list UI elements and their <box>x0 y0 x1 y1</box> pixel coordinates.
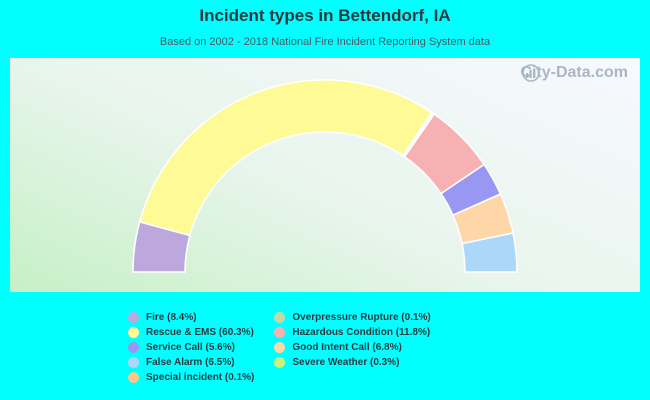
legend-swatch <box>128 326 139 338</box>
legend-swatch <box>274 341 286 353</box>
legend-label: Hazardous Condition (11.8%) <box>292 326 431 338</box>
plot-area: City-Data.com <box>10 58 640 292</box>
legend-label: Special incident (0.1%) <box>146 371 255 383</box>
legend-label: Rescue & EMS (60.3%) <box>146 326 254 338</box>
watermark: City-Data.com <box>520 64 628 82</box>
chart-title: Incident types in Bettendorf, IA <box>199 6 451 25</box>
legend-label: Severe Weather (0.3%) <box>292 356 400 368</box>
legend-swatch <box>274 326 286 338</box>
legend-item: Hazardous Condition (11.8%) <box>274 325 430 339</box>
legend-label: Service Call (5.6%) <box>146 341 235 353</box>
legend-swatch <box>274 311 286 323</box>
legend-column-right: Overpressure Rupture (0.1%) Hazardous Con… <box>274 310 431 384</box>
slice-false-alarm <box>461 232 518 273</box>
legend-item: Severe Weather (0.3%) <box>274 355 430 369</box>
legend-swatch <box>128 341 139 353</box>
watermark-text: City-Data.com <box>520 64 628 81</box>
legend-item: Rescue & EMS (60.3%) <box>128 325 254 339</box>
legend-item: Good Intent Call (6.8%) <box>274 340 430 354</box>
legend-swatch <box>274 356 286 368</box>
legend-label: Overpressure Rupture (0.1%) <box>292 311 431 323</box>
slice-rescue-ems <box>138 79 433 237</box>
legend-item: Service Call (5.6%) <box>128 340 254 354</box>
legend-swatch <box>128 356 139 368</box>
legend-label: Fire (8.4%) <box>146 311 197 323</box>
legend-label: Good Intent Call (6.8%) <box>292 341 402 353</box>
donut-chart <box>132 79 518 273</box>
legend: Fire (8.4%) Rescue & EMS (60.3%) Service C… <box>128 310 548 384</box>
legend-item: Fire (8.4%) <box>128 310 254 324</box>
chart-subtitle: Based on 2002 - 2018 National Fire Incid… <box>159 36 491 48</box>
legend-item: Overpressure Rupture (0.1%) <box>274 310 431 324</box>
city-data-logo-icon <box>522 64 541 82</box>
legend-column-left: Fire (8.4%) Rescue & EMS (60.3%) Service C… <box>128 310 254 384</box>
legend-item: Special incident (0.1%) <box>128 370 254 384</box>
legend-swatch <box>128 371 139 383</box>
legend-label: False Alarm (6.5%) <box>146 356 235 368</box>
legend-swatch <box>128 311 139 323</box>
legend-item: False Alarm (6.5%) <box>128 355 254 369</box>
